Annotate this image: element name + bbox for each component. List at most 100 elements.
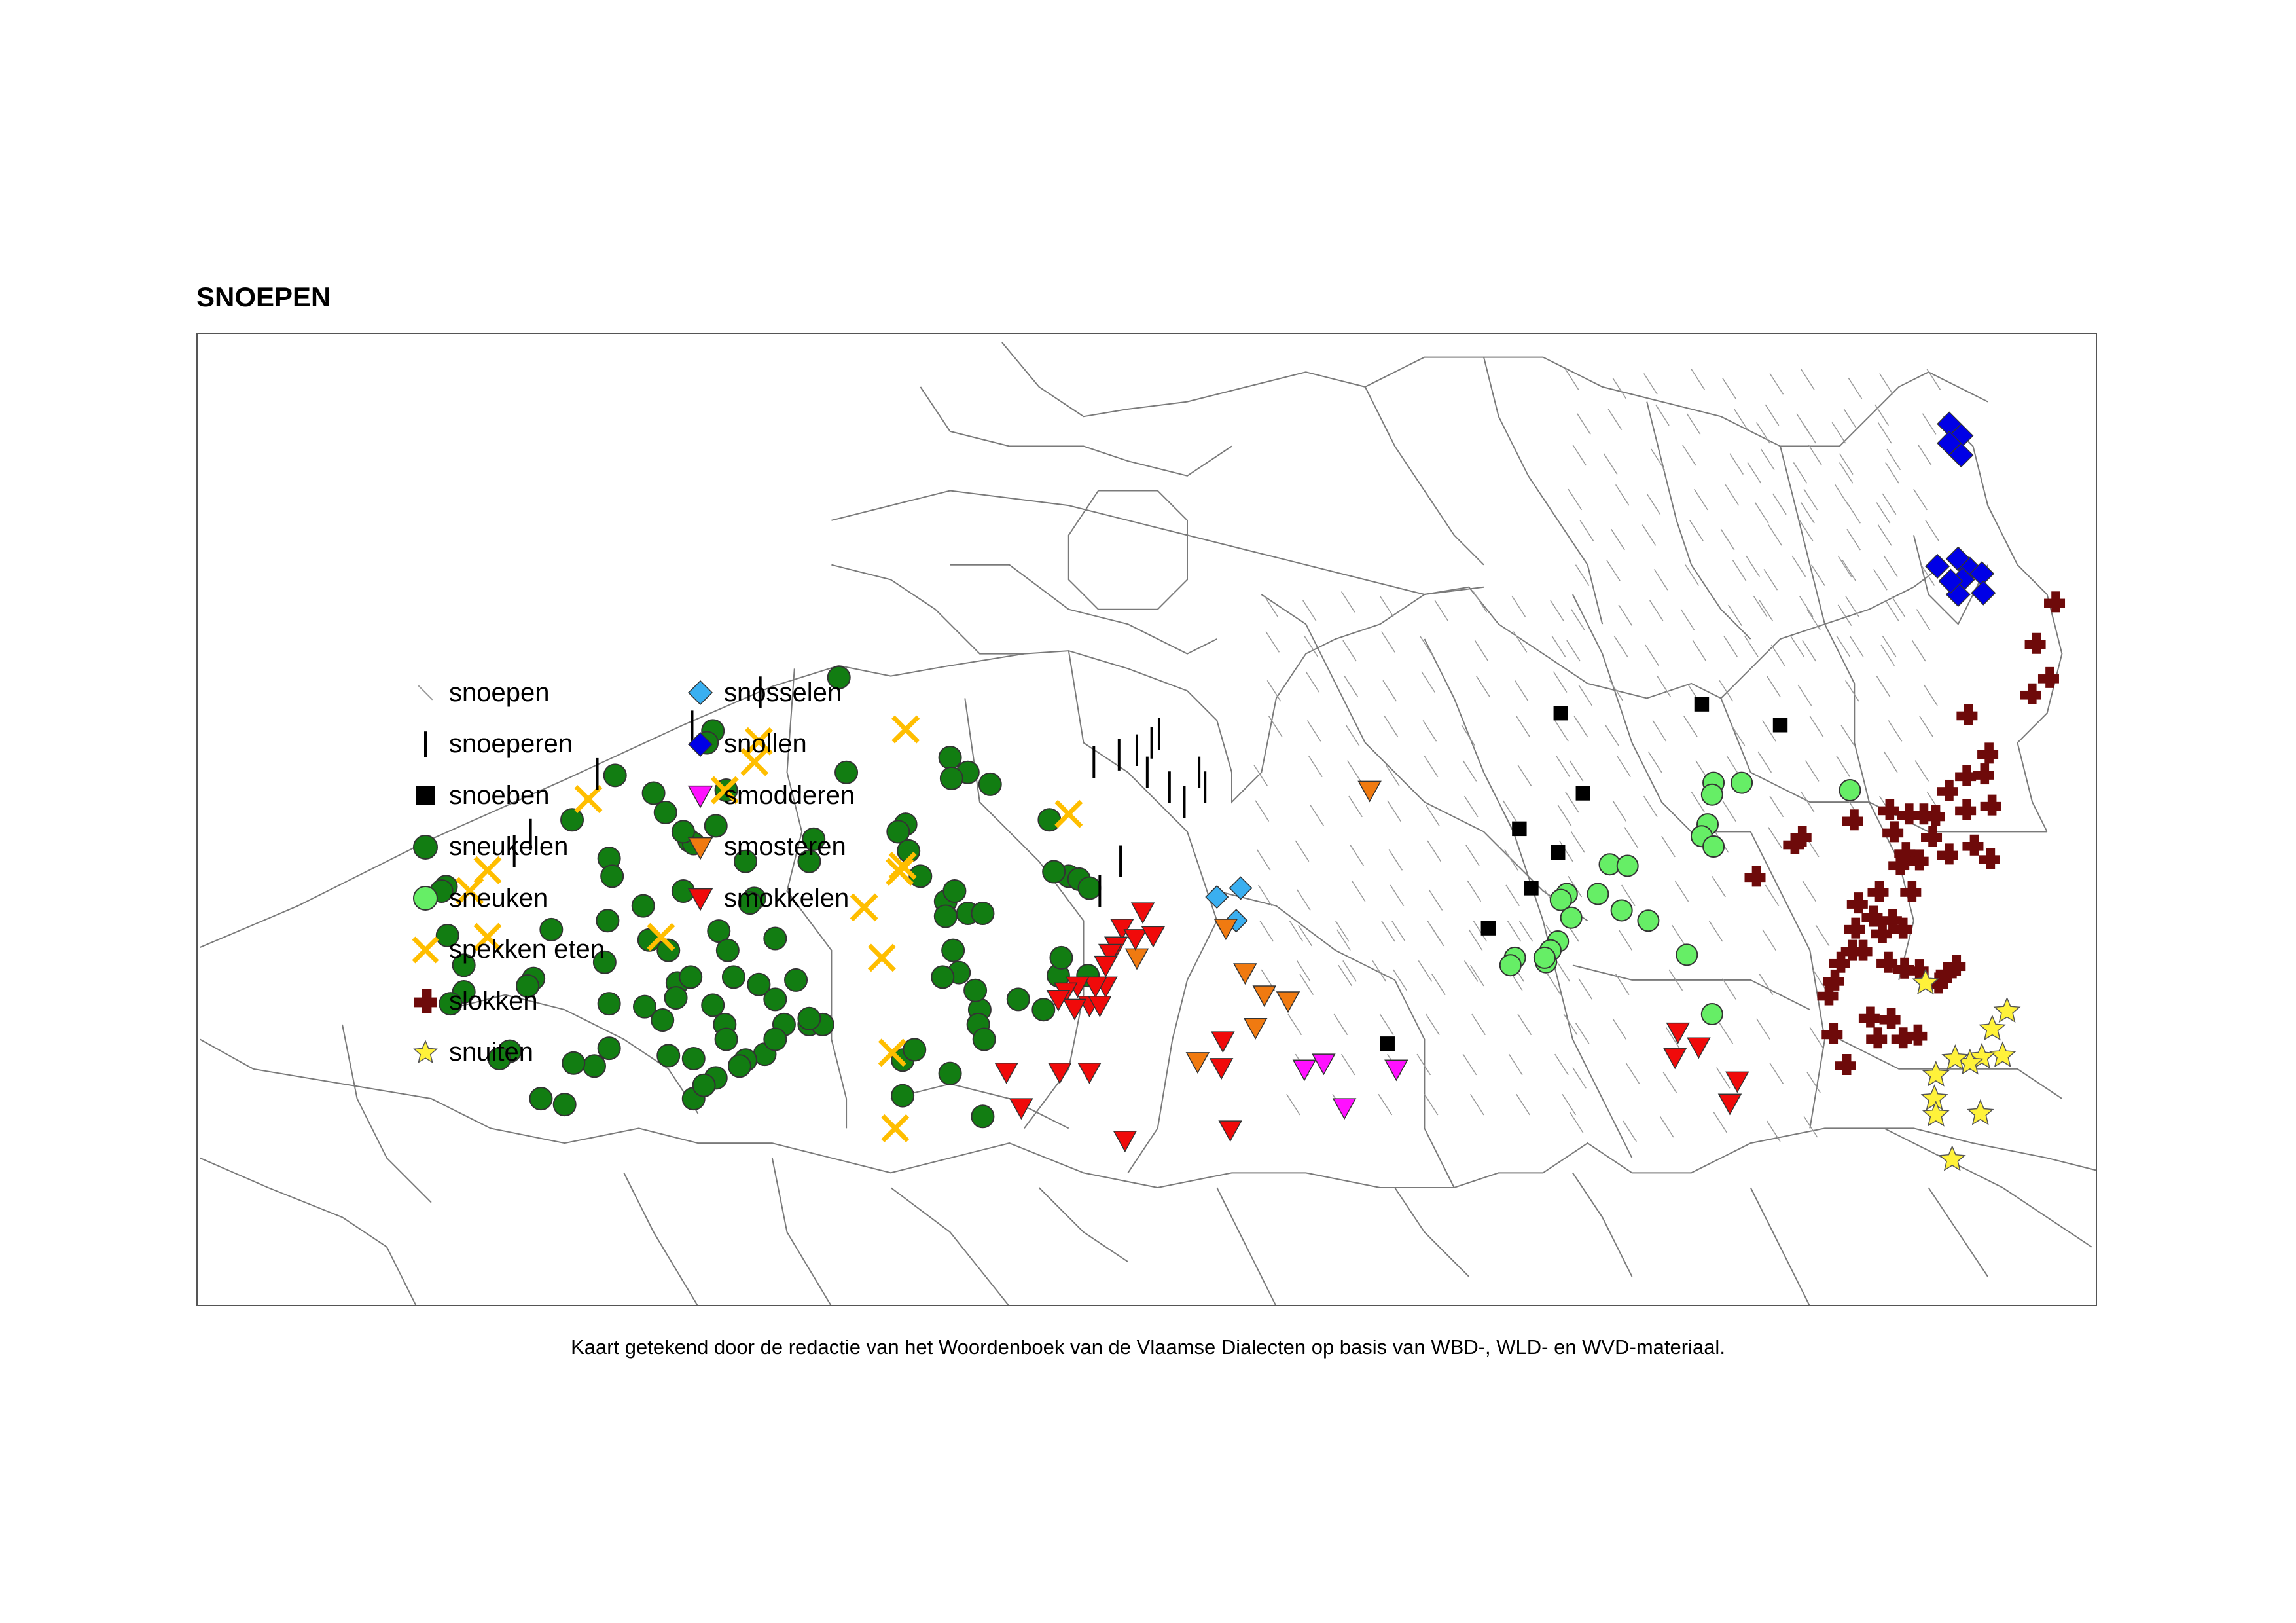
snoepen-hatch-mark xyxy=(1556,960,1571,982)
snoepen-hatch-mark xyxy=(1547,974,1562,995)
snoepen-hatch-mark xyxy=(1265,631,1280,653)
snoepen-hatch-mark xyxy=(1722,800,1736,822)
legend-item-snuiten: snuiten xyxy=(407,1033,533,1072)
snoepen-hatch-mark xyxy=(1762,720,1776,742)
snoepen-hatch-mark xyxy=(1643,373,1658,395)
smodderen-markers xyxy=(1292,1053,1408,1120)
slokken-marker xyxy=(1882,821,1904,843)
snoepen-hatch-mark xyxy=(1746,555,1760,577)
snoepen-hatch-mark xyxy=(1769,795,1784,818)
snoepen-hatch-mark xyxy=(1925,520,1939,541)
snoepen-hatch-mark xyxy=(1802,422,1816,444)
snoepen-hatch-mark xyxy=(1769,373,1784,395)
sneukelen-marker xyxy=(679,965,703,989)
snoepen-hatch-mark xyxy=(1563,1013,1578,1036)
sneukelen-marker xyxy=(933,904,958,928)
snoepen-hatch-mark xyxy=(1920,564,1935,586)
legend-item-smosteren: smosteren xyxy=(682,828,846,867)
snoepen-hatch-mark xyxy=(1345,724,1360,746)
snoepen-hatch-mark xyxy=(1615,484,1630,506)
snoepen-hatch-mark xyxy=(1646,493,1661,515)
legend-symbol-smodderen xyxy=(687,785,713,809)
snoepen-hatch-mark xyxy=(1809,1027,1824,1049)
sneukelen-markers xyxy=(429,665,1102,1129)
snoepen-hatch-mark xyxy=(1653,569,1668,591)
sneukelen-marker xyxy=(701,993,725,1017)
legend-item-snollen: snollen xyxy=(682,725,807,764)
snoepen-hatch-mark xyxy=(1476,676,1490,697)
snoepen-hatch-mark xyxy=(1757,751,1772,773)
legend-label: sneukelen xyxy=(449,832,569,861)
snoepen-hatch-mark xyxy=(1382,680,1397,702)
snoepen-hatch-mark xyxy=(1803,1116,1818,1138)
region-border xyxy=(623,1172,698,1305)
spekken-eten-marker xyxy=(891,715,920,744)
spekken-eten-marker xyxy=(740,748,769,776)
snoepen-hatch-mark xyxy=(1769,1063,1784,1084)
snoepen-hatch-mark xyxy=(1575,564,1590,586)
snoepen-hatch-mark xyxy=(1839,453,1854,475)
sneukelen-marker xyxy=(603,763,627,788)
snoepen-hatch-mark xyxy=(1461,724,1476,746)
snoepen-hatch-mark xyxy=(1681,444,1696,466)
snoepen-hatch-mark xyxy=(1913,488,1928,511)
region-border xyxy=(831,564,1024,655)
legend-symbol-slokken xyxy=(414,989,437,1013)
snoepen-hatch-mark xyxy=(1815,924,1830,947)
snoepen-hatch-mark xyxy=(1558,840,1573,862)
snoepen-hatch-mark xyxy=(1384,716,1399,737)
sneukelen-marker xyxy=(1077,876,1102,900)
snoepen-hatch-mark xyxy=(1268,716,1283,737)
region-border xyxy=(890,1083,1069,1129)
snoeben-marker xyxy=(1551,845,1566,860)
smokkelen-marker xyxy=(1209,1058,1234,1080)
snoepen-hatch-mark xyxy=(1564,369,1579,390)
slokken-marker xyxy=(1842,809,1863,831)
snoepen-hatch-mark xyxy=(1804,760,1820,782)
snuiten-marker xyxy=(1988,1041,2017,1068)
snuiten-marker xyxy=(1922,1101,1950,1127)
snoepen-hatch-mark xyxy=(1661,835,1676,858)
legend-label: snollen xyxy=(724,729,807,758)
sneukelen-marker xyxy=(597,992,621,1016)
region-border xyxy=(1067,490,1188,610)
slokken-marker xyxy=(1866,1027,1888,1049)
snoepen-hatch-mark xyxy=(1424,1093,1439,1116)
legend-marker-snosselen xyxy=(687,680,713,706)
snoepen-hatch-mark xyxy=(1810,564,1825,586)
snoepen-hatch-mark xyxy=(1754,502,1769,524)
region-border xyxy=(831,490,1484,596)
smokkelen-marker xyxy=(1088,996,1112,1017)
snoepen-hatch-mark xyxy=(1289,920,1304,942)
region-borders xyxy=(200,342,2096,1305)
snuiten-marker xyxy=(1993,996,2021,1023)
snoepen-hatch-mark xyxy=(1799,595,1814,617)
snoeperen-markers xyxy=(512,676,1207,907)
sneukelen-marker xyxy=(435,923,459,947)
snoepen-hatch-mark xyxy=(1846,502,1861,524)
snoepen-hatch-mark xyxy=(1728,604,1742,626)
region-border xyxy=(200,564,1944,949)
snoepen-hatch-mark xyxy=(1649,600,1664,622)
snoepen-hatch-mark xyxy=(1918,444,1932,466)
snoepen-hatch-mark xyxy=(1256,849,1271,871)
snoepen-hatch-mark xyxy=(1768,524,1782,546)
snoepen-hatch-mark xyxy=(1556,756,1571,778)
snuiten-marker xyxy=(1941,1044,1969,1070)
snoepen-hatch-mark xyxy=(1759,600,1774,622)
snoepen-hatch-mark xyxy=(1732,560,1747,582)
snoepen-hatch-mark xyxy=(1426,1013,1440,1036)
slokken-marker xyxy=(1900,881,1922,902)
snoeben-marker xyxy=(1512,821,1527,837)
smokkelen-marker xyxy=(1094,955,1118,977)
snoeben-marker xyxy=(1575,786,1590,801)
sneukelen-marker xyxy=(963,978,988,1002)
snoepen-hatch-mark xyxy=(1926,369,1941,390)
snuiten-marker xyxy=(1912,968,1939,995)
snoeben-markers xyxy=(1380,697,1788,1051)
sneukelen-marker xyxy=(692,1073,716,1097)
legend-symbol-sneuken xyxy=(413,886,438,911)
snoepen-hatch-mark xyxy=(1760,448,1775,471)
snoepen-hatch-mark xyxy=(1426,805,1440,826)
sneukelen-marker xyxy=(641,781,666,805)
